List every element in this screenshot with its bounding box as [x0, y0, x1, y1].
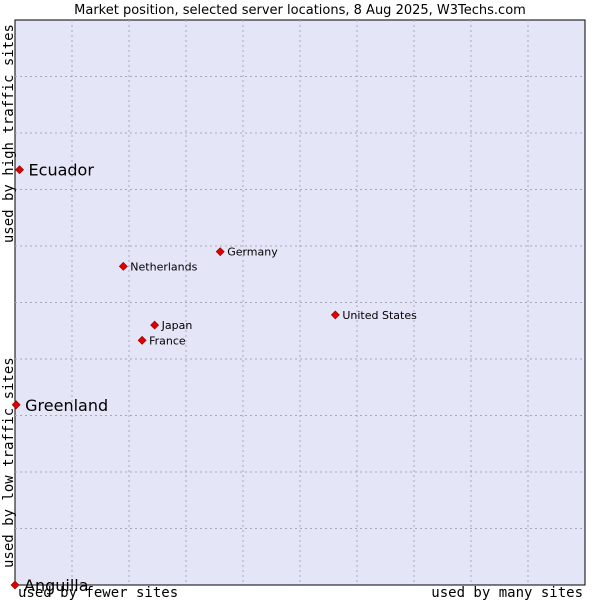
- y-axis-label-bottom: used by low traffic sites: [1, 357, 17, 568]
- x-axis-label-left: used by fewer sites: [18, 585, 178, 600]
- point-marker-germany: [215, 247, 225, 257]
- grid-lines: [15, 20, 585, 585]
- point-label-united-states: United States: [342, 309, 417, 322]
- point-marker-ecuador: [15, 165, 24, 175]
- chart-title: Market position, selected server locatio…: [74, 3, 526, 18]
- x-axis-label-right: used by many sites: [431, 585, 583, 600]
- point-marker-anguilla: [10, 580, 20, 590]
- point-marker-united-states: [330, 310, 340, 320]
- point-label-netherlands: Netherlands: [130, 260, 197, 273]
- point-marker-france: [137, 335, 147, 345]
- point-marker-netherlands: [118, 261, 128, 271]
- point-label-ecuador: Ecuador: [29, 161, 95, 180]
- point-label-japan: Japan: [161, 319, 193, 332]
- data-points: Ecuador Germany Netherlands United States Ja…: [10, 161, 417, 595]
- point-label-greenland: Greenland: [25, 396, 108, 415]
- point-marker-greenland: [11, 400, 21, 410]
- point-label-germany: Germany: [227, 246, 278, 259]
- point-marker-japan: [150, 320, 160, 330]
- y-axis-label-top: used by high traffic sites: [1, 24, 17, 243]
- point-label-anguilla: Anguilla: [24, 576, 89, 595]
- point-label-france: France: [149, 334, 186, 347]
